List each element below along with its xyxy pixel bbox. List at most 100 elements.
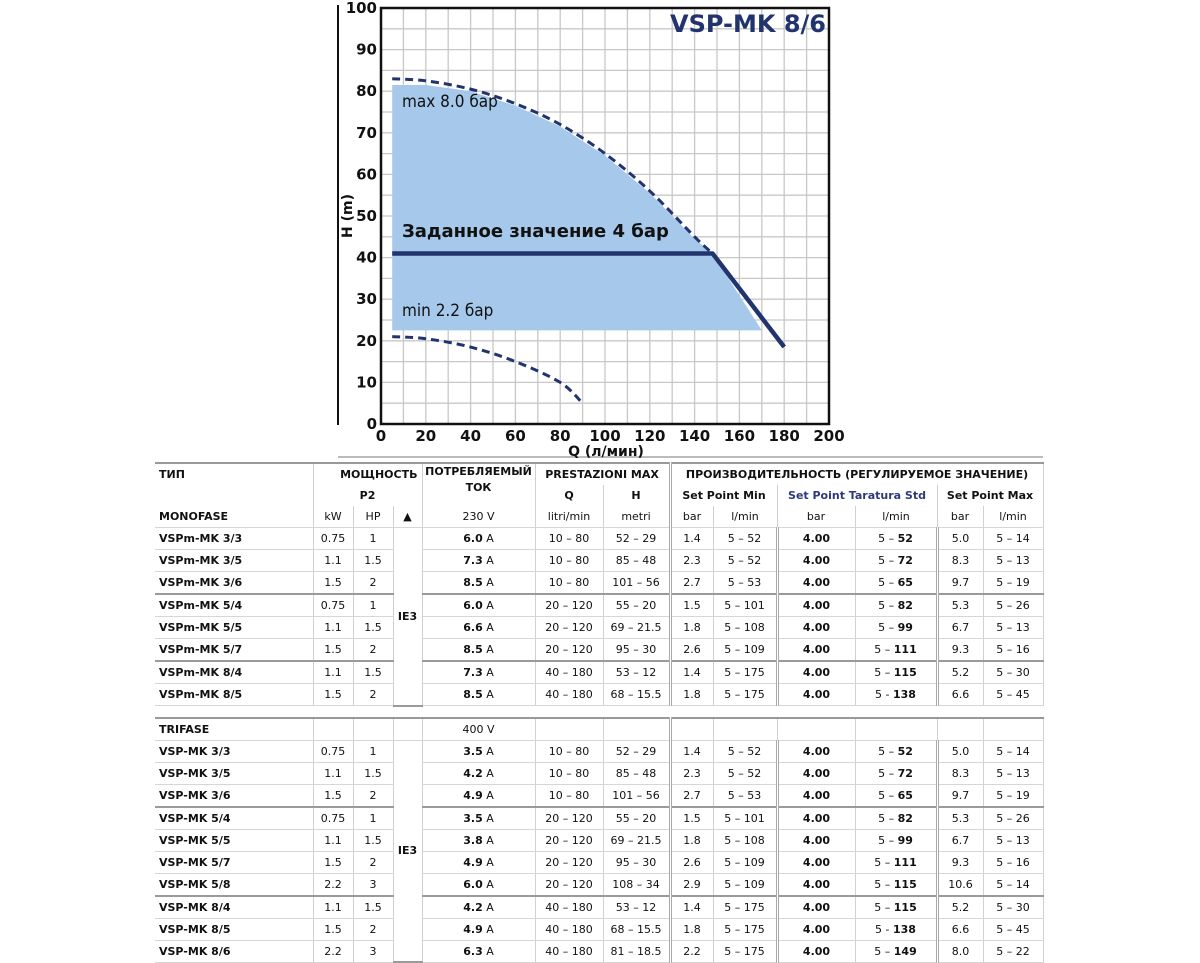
sp-max-bar: 9.3 [937,851,984,874]
y-tick-label: 0 [367,415,377,433]
sp-max-flow: 5 – 13 [983,762,1044,785]
unit-header: l/min [983,506,1044,528]
x-tick-label: 180 [769,427,800,445]
model-name: VSPm-MK 5/5 [155,616,314,639]
sp-max-flow: 5 – 13 [983,549,1044,572]
current: 3.5 A [422,740,536,763]
sp-max-bar: 9.7 [937,784,984,808]
unit-header [313,717,354,741]
power-kw: 0.75 [313,806,354,830]
sp-min-bar: 1.4 [670,740,714,763]
x-axis-label: Q (л/мин) [568,444,644,460]
power-hp: 1.5 [353,895,394,919]
sp-min-bar: 2.6 [670,851,714,874]
flow-range: 10 – 80 [535,549,604,572]
flow-range: 20 – 120 [535,594,604,617]
table-row: VSPm-MK 3/3 0.75 1 IE3 6.0 A 10 – 80 52 – 29 1.… [155,527,1044,707]
table-row: VSP-MK 3/5 1.1 1.5 4.2 A 10 – 80 85 – 48 2.3 5 … [155,762,1044,785]
sp-min-flow: 5 – 175 [713,895,779,919]
model-name: VSP-MK 5/5 [155,829,314,852]
sp-max-flow: 5 – 19 [983,784,1044,808]
unit-header: bar [937,506,984,528]
power-kw: 0.75 [313,740,354,763]
power-hp: 1 [353,740,394,763]
sp-max-flow: 5 – 14 [983,873,1044,897]
power-hp: 1 [353,594,394,617]
power-hp: 1.5 [353,549,394,572]
table-row: VSP-MK 8/4 1.1 1.5 4.2 A 40 – 180 53 – 12 1.4 5… [155,895,1044,919]
head-range: 68 – 15.5 [603,918,672,941]
group-name: MONOFASE [155,506,314,528]
sp-min-flow: 5 – 52 [713,762,779,785]
pump-curve-chart: 0 20 40 60 80 100 120 140 160 180 200 0 10 20 30 40 50 60… [337,0,1043,460]
y-tick-label: 20 [356,332,377,350]
series-line-1 [392,335,584,405]
power-kw: 1.5 [313,571,354,595]
sp-min-flow: 5 – 175 [713,661,779,684]
sp-max-flow: 5 – 14 [983,527,1044,550]
header-sub: Q [535,485,604,506]
sp-max-bar: 5.2 [937,661,984,684]
power-hp: 2 [353,638,394,662]
current: 7.3 A [422,549,536,572]
flow-range: 20 – 120 [535,806,604,830]
power-hp: 1.5 [353,762,394,785]
header-type: ТИП [155,463,314,485]
flow-range: 20 – 120 [535,851,604,874]
head-range: 52 – 29 [603,740,672,763]
power-hp: 1 [353,527,394,550]
power-kw: 1.1 [313,661,354,684]
plot-frame [379,6,831,426]
table-row: VSPm-MK 5/7 1.5 2 8.5 A 20 – 120 95 – 30 2.6 5 … [155,638,1044,662]
sp-std-flow: 5 - 138 [855,918,939,941]
current: 4.2 A [422,762,536,785]
header-performance: ПРОИЗВОДИТЕЛЬНОСТЬ (РЕГУЛИРУЕМОЕ ЗНАЧЕНИ… [670,463,1044,485]
sp-std-flow: 5 – 115 [855,873,939,897]
x-tick-label: 160 [724,427,755,445]
power-hp: 1.5 [353,829,394,852]
head-range: 81 – 18.5 [603,940,672,963]
sp-max-bar: 6.7 [937,616,984,639]
model-name: VSPm-MK 3/6 [155,571,314,595]
sp-max-bar: 8.3 [937,762,984,785]
sp-std-flow: 5 – 99 [855,829,939,852]
x-tick-label: 200 [813,427,844,445]
y-tick-label: 100 [346,0,377,17]
sp-min-bar: 2.3 [670,549,714,572]
unit-header: HP [353,506,394,528]
sp-min-flow: 5 – 52 [713,527,779,550]
unit-header: l/min [713,506,778,528]
current: 8.5 A [422,638,536,662]
power-kw: 2.2 [313,940,354,963]
power-kw: 1.5 [313,638,354,662]
sp-min-bar: 1.8 [670,616,714,639]
sp-std-bar: 4.00 [777,571,856,595]
model-name: VSPm-MK 3/3 [155,527,314,550]
table-row: VSPm-MK 8/4 1.1 1.5 7.3 A 40 – 180 53 – 12 1.4… [155,661,1044,684]
sp-max-bar: 9.3 [937,638,984,662]
sp-max-bar: 6.7 [937,829,984,852]
table-row: VSPm-MK 8/5 1.5 2 8.5 A 40 – 180 68 – 15.5 1.8… [155,683,1044,706]
table-row: VSP-MK 5/5 1.1 1.5 3.8 A 20 – 120 69 – 21.5 1.… [155,829,1044,852]
unit-header [937,717,984,741]
sp-max-flow: 5 – 26 [983,806,1044,830]
head-range: 53 – 12 [603,895,672,919]
head-range: 55 – 20 [603,806,672,830]
model-name: VSPm-MK 5/7 [155,638,314,662]
current: 6.0 A [422,527,536,550]
current: 4.9 A [422,784,536,808]
header-sp-min: Set Point Min [670,485,778,506]
y-tick-label: 80 [356,82,377,100]
current: 4.2 A [422,895,536,919]
sp-std-flow: 5 – 111 [855,638,939,662]
setpoint-label: Заданное значение 4 бар [402,221,669,242]
model-name: VSP-MK 8/4 [155,895,314,919]
sp-std-bar: 4.00 [777,616,856,639]
flow-range: 20 – 120 [535,638,604,662]
unit-header: kW [313,506,354,528]
sp-max-flow: 5 – 16 [983,638,1044,662]
model-name: VSP-MK 5/8 [155,873,314,897]
sp-max-bar: 8.3 [937,549,984,572]
x-tick-label: 120 [634,427,665,445]
power-kw: 0.75 [313,594,354,617]
